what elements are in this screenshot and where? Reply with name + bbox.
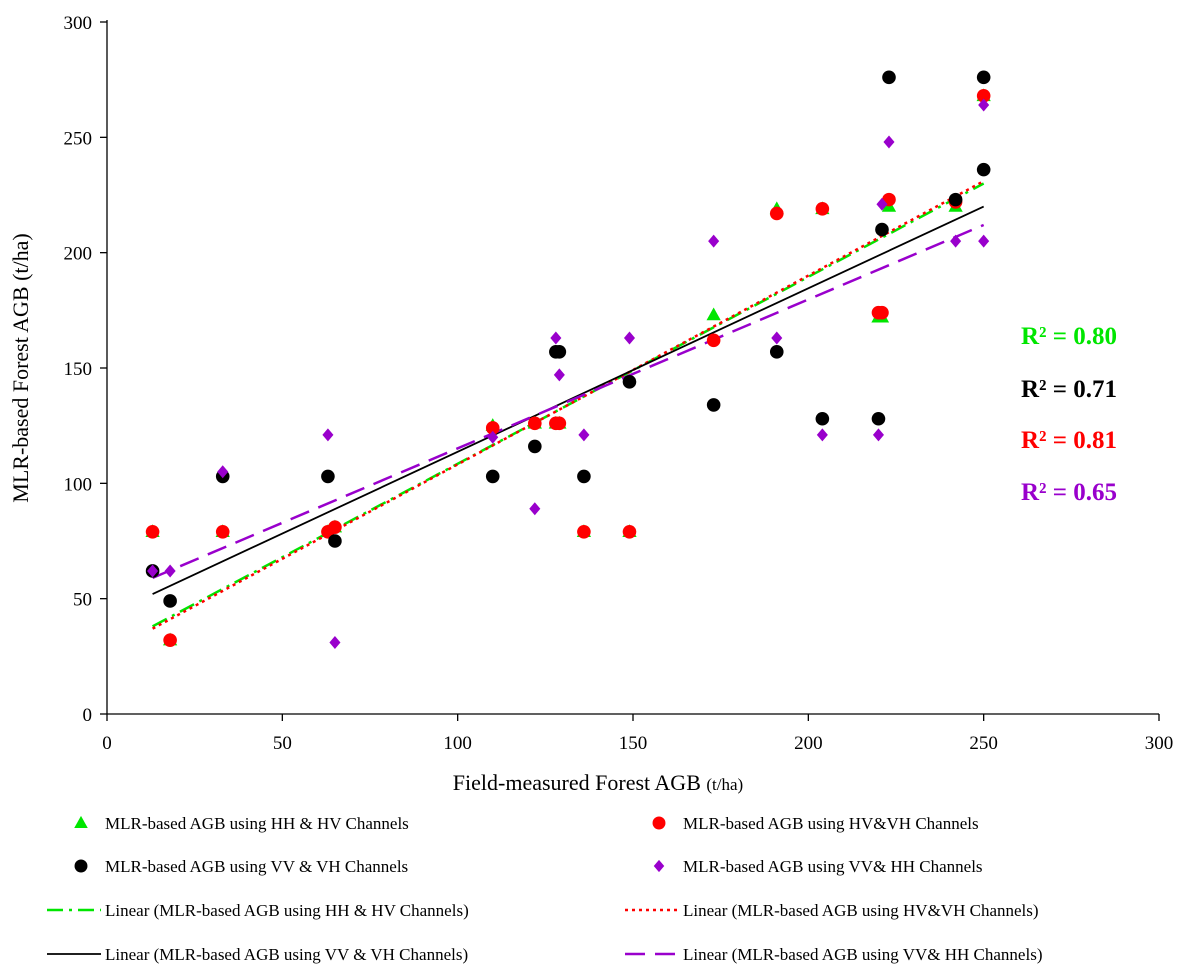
data-point-series-3 [769, 345, 784, 359]
data-point-series-3 [976, 70, 991, 85]
y-tick-label: 300 [64, 13, 93, 34]
legend-marker-series-4 [653, 859, 665, 873]
data-point-series-3 [976, 162, 991, 177]
legend-marker-series-2 [652, 816, 666, 830]
x-tick-label: 100 [443, 733, 472, 754]
data-point-series-2 [622, 524, 637, 539]
y-tick-label: 50 [73, 590, 92, 611]
data-point-series-2 [145, 524, 160, 539]
legend-marker-series-1 [74, 815, 88, 828]
data-point-series-1 [706, 307, 721, 321]
x-tick-label: 250 [969, 733, 998, 754]
r-squared-label: R² = 0.71 [1021, 376, 1117, 403]
data-point-series-2 [815, 202, 830, 216]
x-tick-label: 50 [273, 733, 292, 754]
y-tick-label: 250 [64, 128, 93, 149]
data-point-series-3 [552, 345, 567, 359]
data-point-series-4 [876, 197, 888, 211]
data-point-series-4 [816, 428, 828, 442]
legend-label: Linear (MLR-based AGB using VV & VH Chan… [105, 945, 468, 964]
data-point-series-4 [550, 331, 562, 345]
data-point-series-2 [706, 333, 721, 348]
legend-label: MLR-based AGB using VV& HH Channels [683, 857, 983, 876]
data-point-series-4 [708, 234, 720, 248]
x-axis-title-unit: (t/ha) [706, 775, 743, 794]
data-point-series-3 [948, 192, 963, 207]
data-point-series-2 [577, 524, 591, 539]
legend-label: Linear (MLR-based AGB using VV& HH Chann… [683, 945, 1042, 964]
data-point-series-2 [163, 633, 177, 647]
data-point-series-4 [147, 564, 159, 578]
data-point-series-3 [577, 469, 591, 484]
y-axis-title: MLR-based Forest AGB (t/ha) [8, 233, 33, 502]
data-point-series-4 [872, 428, 884, 442]
r-squared-label: R² = 0.80 [1021, 323, 1117, 350]
data-point-series-3 [622, 375, 637, 389]
x-axis-title-text: Field-measured Forest AGB [453, 770, 707, 795]
data-point-series-2 [485, 421, 500, 435]
data-point-series-4 [553, 368, 565, 382]
data-point-series-4 [578, 428, 590, 442]
axes: 0 50 100 150 200 250 300 0 50 100 150 200 250 300 Fiel… [8, 13, 1173, 795]
x-tick-label: 0 [102, 733, 112, 754]
data-point-series-2 [976, 89, 991, 103]
data-point-series-3 [321, 469, 335, 484]
data-point-series-3 [528, 439, 542, 454]
data-point-series-3 [485, 469, 500, 484]
trendline-2 [151, 180, 985, 630]
trendline-4 [152, 223, 985, 580]
data-point-series-4 [329, 635, 341, 649]
r-squared-label: R² = 0.65 [1021, 479, 1117, 506]
x-tick-label: 150 [619, 733, 648, 754]
data-point-series-3 [875, 222, 889, 237]
data-point-series-4 [487, 430, 499, 444]
data-point-series-2 [215, 524, 230, 539]
legend-label: MLR-based AGB using HH & HV Channels [105, 814, 409, 833]
data-point-series-2 [769, 206, 784, 221]
legend-label: Linear (MLR-based AGB using HH & HV Chan… [105, 901, 469, 920]
x-axis-title: Field-measured Forest AGB (t/ha) [453, 770, 743, 795]
legend: MLR-based AGB using HH & HV Channels MLR-… [47, 814, 1042, 964]
y-tick-label: 0 [83, 705, 93, 726]
data-point-series-4 [529, 502, 541, 516]
data-point-series-4 [164, 564, 176, 578]
legend-marker-series-3 [74, 859, 88, 873]
data-point-series-2 [875, 305, 889, 320]
data-point-series-4 [217, 465, 229, 479]
data-point-series-4 [771, 331, 783, 345]
data-point-series-4 [978, 98, 990, 112]
y-tick-label: 100 [64, 474, 93, 495]
data-point-series-4 [623, 331, 636, 345]
data-point-series-4 [883, 135, 895, 149]
y-tick-label: 200 [64, 244, 93, 265]
data-point-series-3 [871, 411, 886, 426]
data-point-series-2 [328, 520, 342, 534]
trendlines [151, 180, 985, 630]
r-squared-annotations: R² = 0.80 R² = 0.71 R² = 0.81 R² = 0.65 [1021, 323, 1117, 506]
data-point-series-4 [322, 428, 334, 442]
data-point-series-3 [882, 70, 896, 85]
legend-label: MLR-based AGB using VV & VH Channels [105, 857, 408, 876]
data-point-series-3 [328, 534, 342, 548]
data-point-series-2 [552, 416, 567, 431]
data-points [145, 70, 991, 649]
data-point-series-2 [528, 416, 542, 431]
x-tick-label: 300 [1145, 733, 1174, 754]
x-tick-label: 200 [794, 733, 823, 754]
data-point-series-3 [815, 411, 830, 426]
y-tick-label: 150 [64, 359, 93, 380]
data-point-series-4 [978, 234, 990, 248]
data-point-series-4 [950, 234, 962, 248]
data-point-series-3 [706, 398, 721, 412]
data-point-series-3 [163, 594, 177, 608]
legend-label: MLR-based AGB using HV&VH Channels [683, 814, 979, 833]
r-squared-label: R² = 0.81 [1021, 427, 1117, 454]
legend-label: Linear (MLR-based AGB using HV&VH Channe… [683, 901, 1039, 920]
